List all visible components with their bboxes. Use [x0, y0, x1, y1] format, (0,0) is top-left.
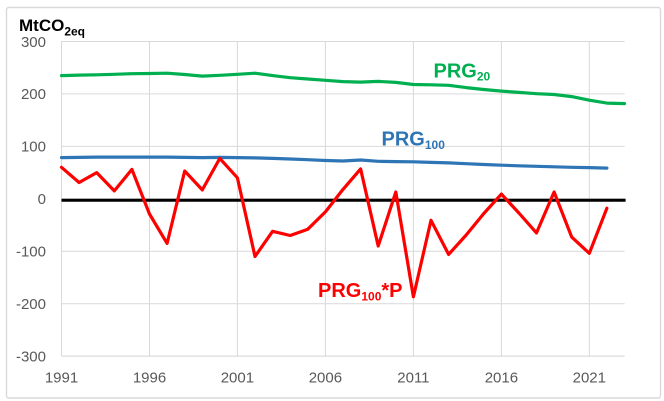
svg-text:-200: -200: [16, 296, 46, 313]
svg-text:2021: 2021: [573, 370, 606, 387]
svg-text:2001: 2001: [221, 370, 254, 387]
svg-text:0: 0: [38, 191, 46, 208]
svg-text:-100: -100: [16, 244, 46, 261]
svg-text:PRG100*P: PRG100*P: [318, 280, 403, 304]
svg-text:1996: 1996: [133, 370, 166, 387]
svg-text:2016: 2016: [485, 370, 518, 387]
svg-text:200: 200: [21, 86, 46, 103]
svg-text:300: 300: [21, 34, 46, 51]
svg-text:2006: 2006: [309, 370, 342, 387]
svg-text:-300: -300: [16, 348, 46, 365]
svg-text:PRG20: PRG20: [434, 61, 491, 84]
svg-text:100: 100: [21, 139, 46, 156]
svg-text:2011: 2011: [397, 370, 429, 387]
svg-text:1991: 1991: [45, 370, 78, 387]
